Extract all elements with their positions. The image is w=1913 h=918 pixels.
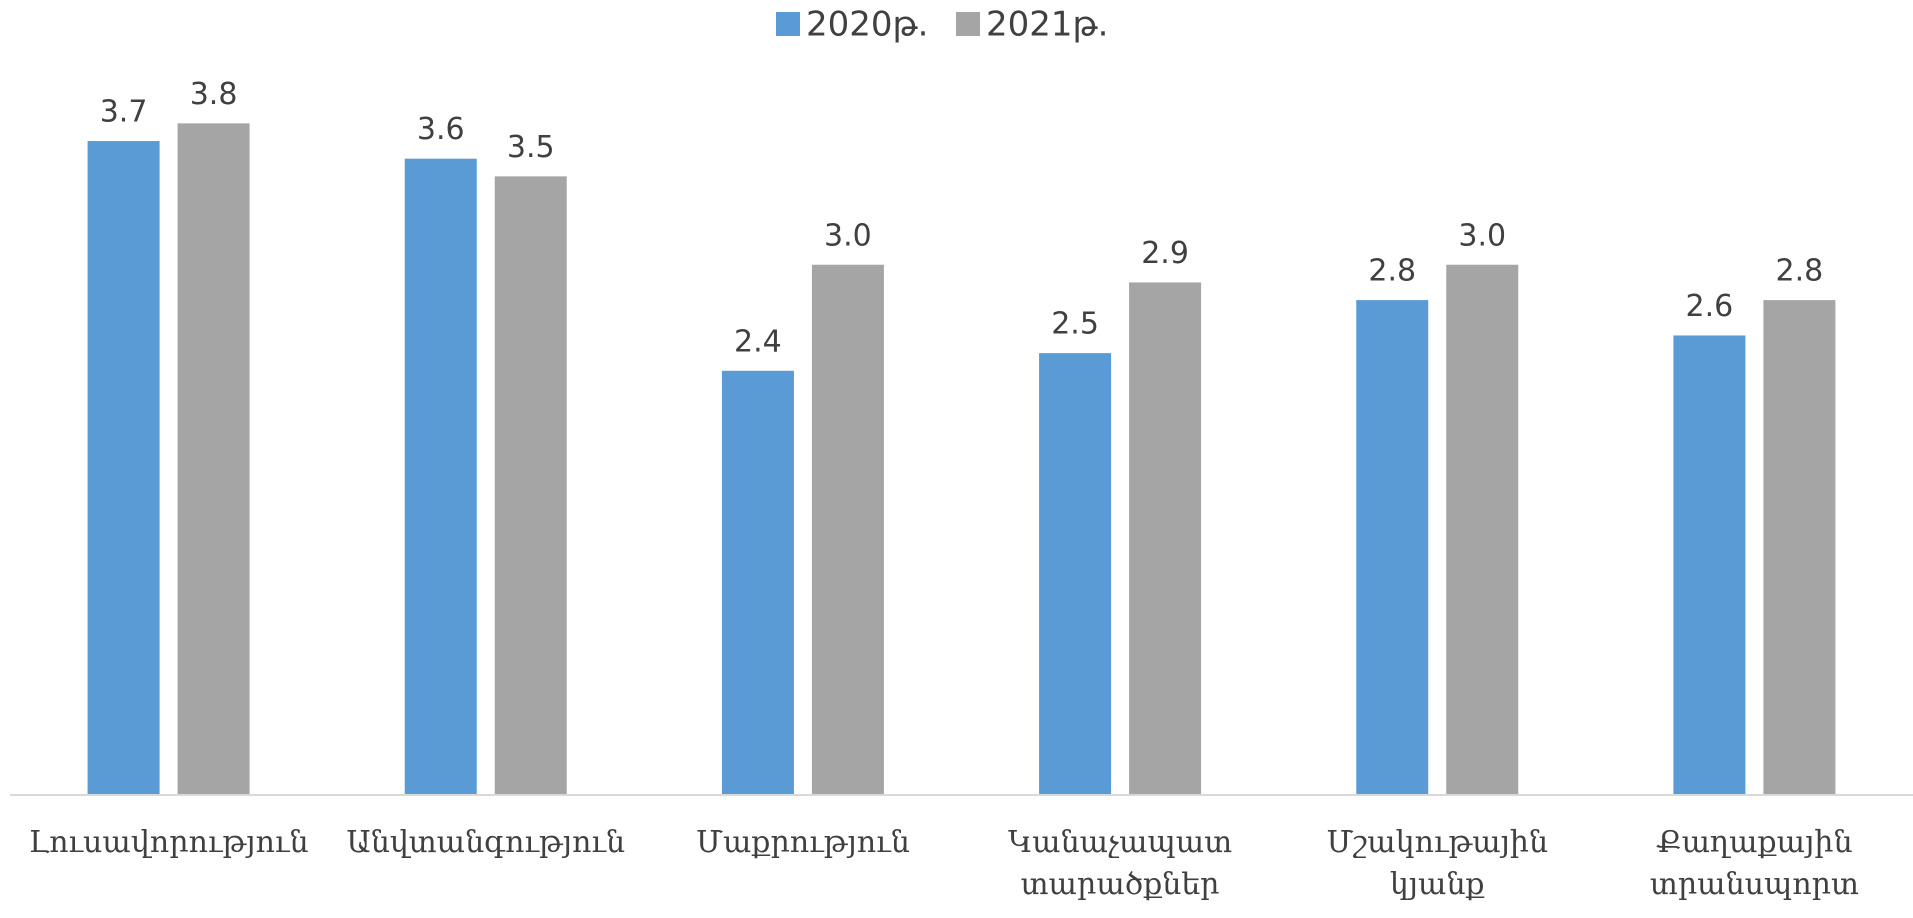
legend-label: 2020թ. bbox=[806, 5, 928, 45]
legend-label: 2021թ. bbox=[986, 5, 1108, 45]
value-label: 2.5 bbox=[1051, 307, 1099, 342]
bar bbox=[177, 123, 250, 796]
bar bbox=[721, 370, 794, 795]
bar bbox=[1763, 300, 1836, 795]
bar bbox=[1356, 300, 1429, 795]
x-tick-label: Կանաչապատ տարածքներ bbox=[1008, 825, 1233, 902]
legend-swatch bbox=[956, 12, 980, 36]
value-label: 3.0 bbox=[824, 218, 872, 253]
x-tick-label: Մշակութային կյանք bbox=[1326, 825, 1549, 902]
legend-swatch bbox=[776, 12, 800, 36]
bar bbox=[1039, 353, 1112, 795]
value-label: 2.6 bbox=[1686, 289, 1734, 324]
value-label: 3.8 bbox=[190, 77, 238, 112]
x-tick-label: Քաղաքային տրանսպորտ bbox=[1649, 825, 1859, 902]
value-label: 3.7 bbox=[100, 95, 148, 130]
bar bbox=[1129, 282, 1202, 795]
value-label: 2.8 bbox=[1368, 254, 1416, 289]
bar bbox=[87, 141, 160, 795]
value-label: 3.5 bbox=[507, 130, 555, 165]
x-tick-label: Անվտանգություն bbox=[346, 825, 626, 860]
bar bbox=[404, 158, 477, 795]
bar bbox=[1446, 264, 1519, 795]
value-label: 2.9 bbox=[1141, 236, 1189, 271]
x-tick-label: Մաքրություն bbox=[696, 825, 910, 860]
bar bbox=[494, 176, 567, 795]
x-tick-label: Լուսավորություն bbox=[28, 825, 309, 860]
bar bbox=[811, 264, 884, 795]
value-label: 3.6 bbox=[417, 112, 465, 147]
value-label: 3.0 bbox=[1458, 218, 1506, 253]
bar bbox=[1673, 335, 1746, 795]
value-label: 2.8 bbox=[1776, 254, 1824, 289]
value-label: 2.4 bbox=[734, 324, 782, 359]
